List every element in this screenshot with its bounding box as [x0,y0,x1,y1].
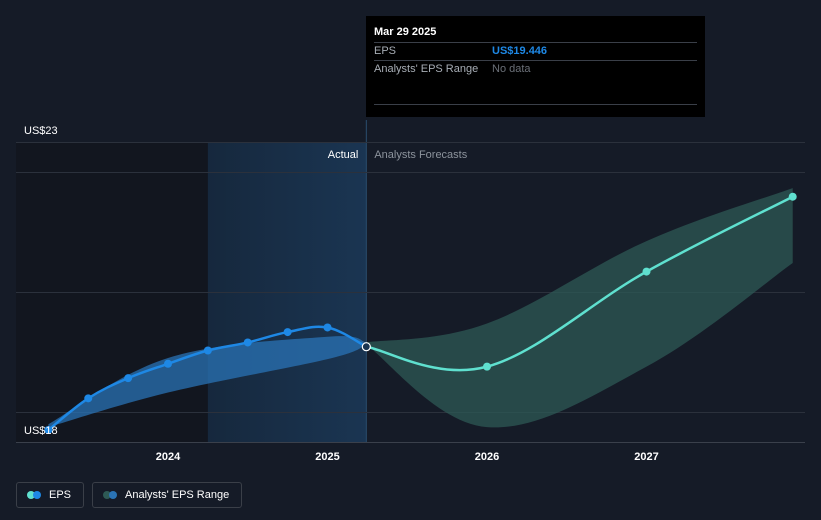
tooltip-row-eps: EPS US$19.446 [374,42,697,60]
eps-point-5 [243,338,252,347]
legend-eps-dot-forecast [27,491,35,499]
eps-point-8 [361,342,371,352]
eps-point-9 [483,362,491,371]
x-tick-label-1: 2025 [315,451,339,463]
eps-point-4 [203,346,212,355]
hover-tooltip: Mar 29 2025 EPS US$19.446 Analysts' EPS … [366,16,705,117]
tooltip-eps-label: EPS [374,45,397,57]
tooltip-divider [374,104,697,105]
tooltip-range-label: Analysts' EPS Range [374,63,479,75]
actual-label: Actual [328,149,359,161]
eps-point-1 [84,394,93,403]
eps-range-band-forecast [366,188,793,428]
legend-range-dot-forecast [103,491,112,499]
tooltip-date: Mar 29 2025 [374,26,437,38]
chart-legend: EPS Analysts' EPS Range [16,482,243,508]
eps-point-6 [283,328,292,337]
eps-range-band-actual [48,336,367,428]
y-tick-label-0: US$23 [24,125,58,137]
y-tick-label-1: US$18 [24,425,58,437]
tooltip-eps-value: US$19.446 [492,45,548,57]
tooltip-row-range: Analysts' EPS Range No data [374,60,697,78]
eps-point-2 [124,374,133,383]
eps-point-7 [323,323,332,332]
legend-eps-dot-actual [33,491,41,499]
legend-range-swatch-icon [103,491,119,499]
eps-point-3 [164,359,172,368]
x-tick-label-3: 2027 [634,451,658,463]
legend-eps-swatch-icon [27,491,43,499]
eps-line-forecast [366,195,794,372]
tooltip-range-value: No data [492,63,531,75]
legend-item-eps[interactable]: EPS [16,482,85,508]
legend-item-range[interactable]: Analysts' EPS Range [92,482,243,508]
x-tick-label-2: 2026 [475,451,499,463]
eps-point-10 [642,267,651,276]
legend-range-label: Analysts' EPS Range [125,489,230,501]
eps-point-0 [44,426,53,434]
x-tick-label-0: 2024 [156,451,181,463]
legend-range-dot-actual [109,491,118,499]
legend-eps-label: EPS [49,489,72,501]
eps-point-11 [788,192,797,201]
forecast-label: Analysts Forecasts [374,149,467,161]
